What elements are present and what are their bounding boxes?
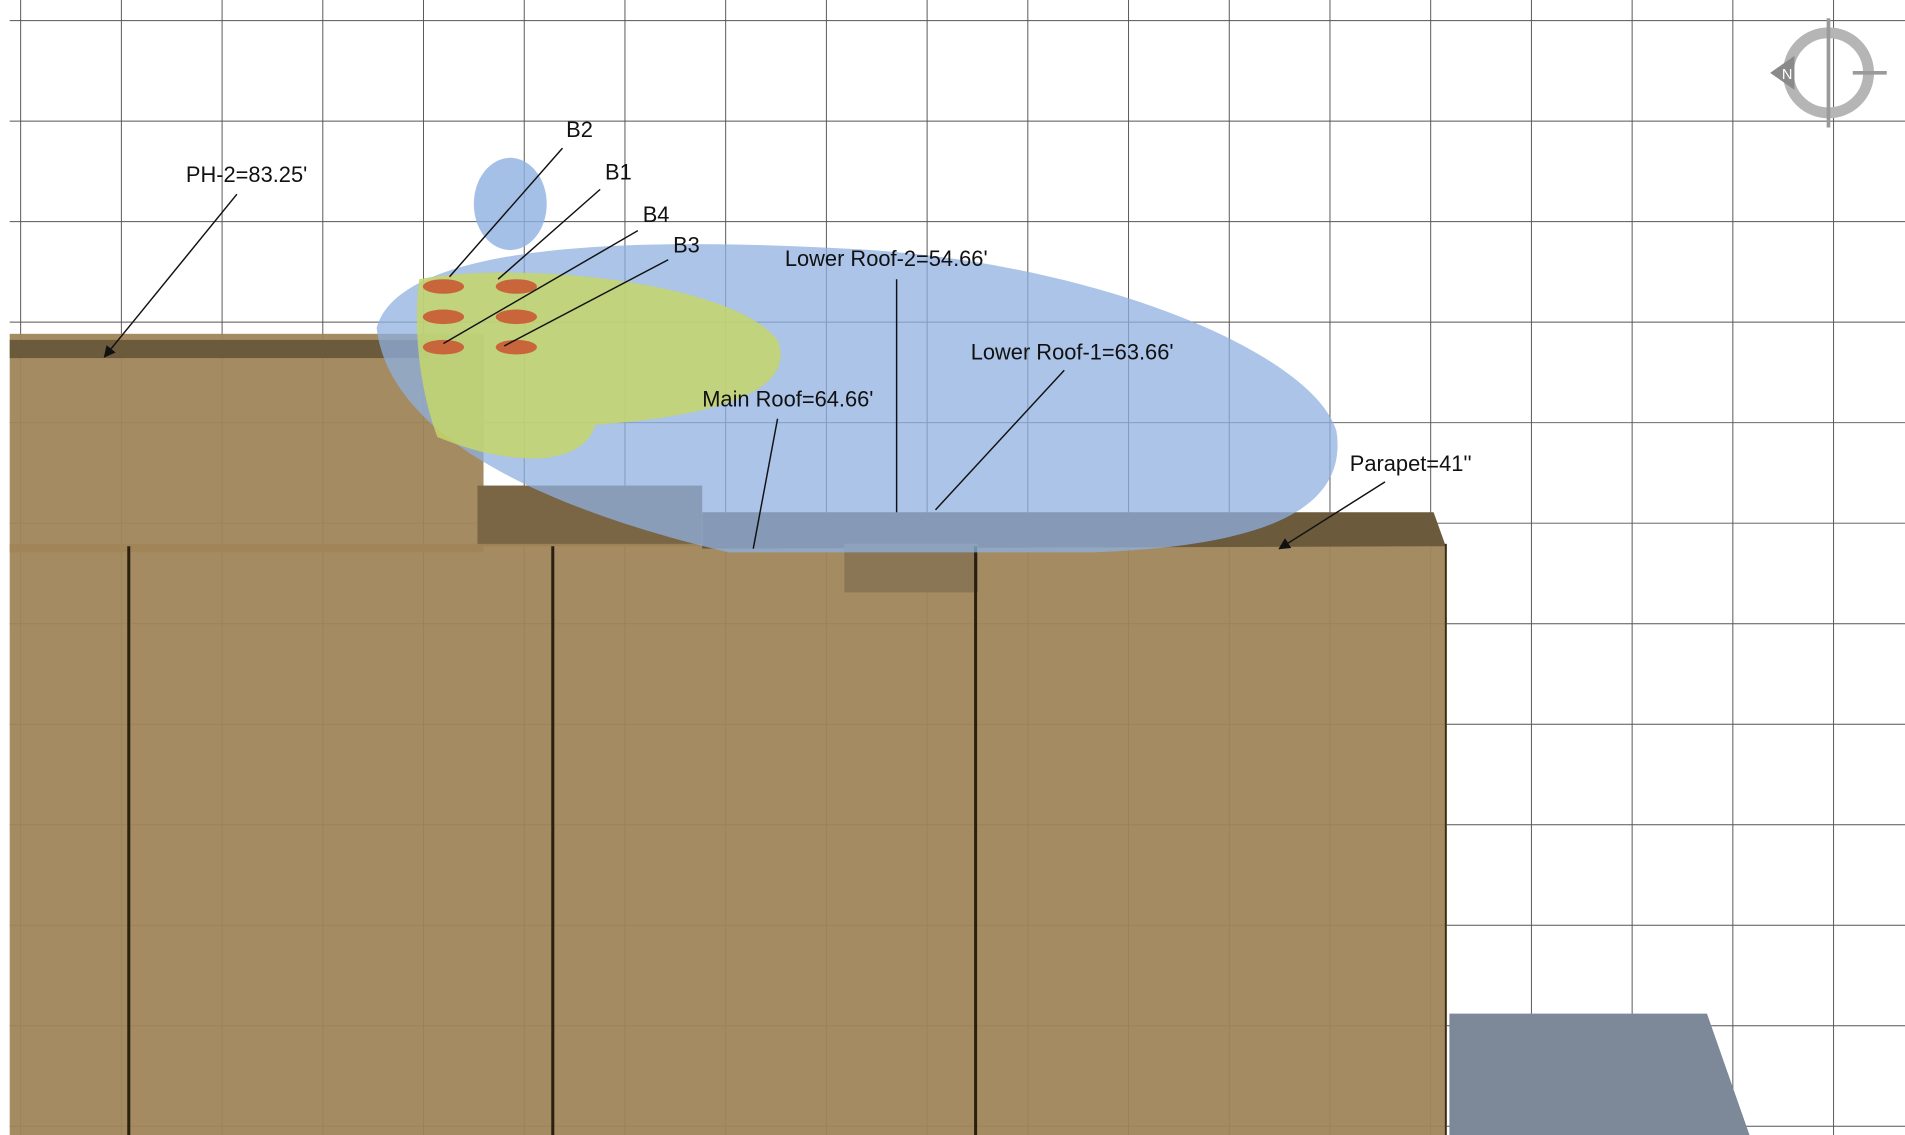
annotation: B2 (566, 117, 593, 142)
annotation: PH-2=83.25' (186, 162, 307, 187)
annotation: Lower Roof-1=63.66' (971, 339, 1174, 364)
annotation: Parapet=41'' (1350, 451, 1472, 476)
compass[interactable]: N (1770, 18, 1887, 128)
annotation: Lower Roof-2=54.66' (785, 246, 988, 271)
annotation: Main Roof=64.66' (702, 387, 873, 412)
aerial-photo (1449, 1013, 1750, 1135)
annotation: B4 (643, 202, 670, 227)
labels: PH-2=83.25' B2 B1 B4 B3 Lower Roof-2=54.… (186, 117, 1472, 476)
annotation: B3 (673, 233, 700, 258)
plume (376, 157, 1338, 553)
annotation: B1 (605, 160, 632, 185)
compass-label: N (1782, 67, 1793, 83)
leaders (103, 147, 1386, 550)
